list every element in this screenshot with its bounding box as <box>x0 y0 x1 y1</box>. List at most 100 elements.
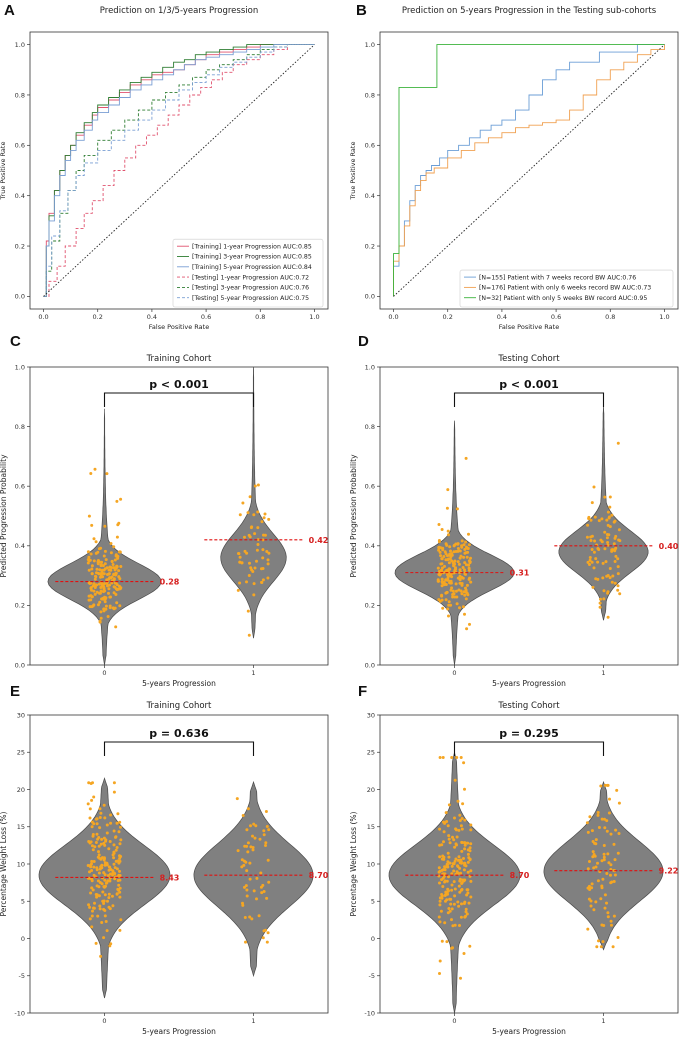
data-point <box>597 939 600 943</box>
y-tick-label: 20 <box>17 786 25 794</box>
data-point <box>99 546 103 550</box>
y-axis-label: Predicted Progression Probability <box>349 454 358 578</box>
data-point <box>254 824 258 828</box>
data-point <box>95 571 98 575</box>
data-point <box>451 835 454 839</box>
panel-A: A Prediction on 1/3/5-years Progression 0.… <box>0 2 329 331</box>
x-tick-label: 0 <box>452 1017 456 1025</box>
data-point <box>116 812 120 816</box>
data-point <box>446 824 450 828</box>
data-point <box>108 879 112 883</box>
data-point <box>438 827 442 831</box>
data-point <box>446 851 450 855</box>
data-point <box>469 842 473 846</box>
data-point <box>248 861 252 865</box>
data-point <box>108 872 112 876</box>
data-point <box>107 587 111 591</box>
data-point <box>111 606 115 610</box>
data-point <box>253 836 257 840</box>
data-point <box>91 888 95 892</box>
y-tick-label: 0.8 <box>15 423 25 431</box>
data-point <box>463 841 467 845</box>
data-point <box>265 896 269 900</box>
x-tick-label: 0.8 <box>605 313 615 321</box>
data-point <box>469 828 473 832</box>
data-point <box>466 870 470 874</box>
data-point <box>252 513 256 517</box>
data-point <box>102 899 106 903</box>
data-point <box>617 538 621 542</box>
data-point <box>603 893 607 897</box>
data-point <box>256 483 260 487</box>
data-point <box>440 857 444 861</box>
x-tick-label: 0.6 <box>551 313 561 321</box>
data-point <box>238 555 242 559</box>
data-point <box>119 825 122 829</box>
axes-frame <box>379 366 679 666</box>
y-tick-label: 0.8 <box>365 91 375 99</box>
data-point <box>458 549 462 553</box>
data-point <box>267 517 271 521</box>
data-point <box>106 615 110 618</box>
data-point <box>246 511 250 515</box>
y-tick-label: 0.6 <box>15 142 25 150</box>
x-axis-label: 5-years Progression <box>492 679 566 688</box>
data-point <box>603 783 607 787</box>
data-point <box>248 561 251 565</box>
data-point <box>90 925 94 929</box>
data-point <box>586 830 590 834</box>
data-point <box>604 560 608 564</box>
data-point <box>467 543 471 547</box>
data-point <box>463 561 467 565</box>
data-point <box>452 550 456 554</box>
data-point <box>260 567 263 571</box>
panel-letter: D <box>358 333 369 350</box>
data-point <box>90 798 94 802</box>
data-point <box>248 915 252 919</box>
data-point <box>96 603 100 607</box>
data-point <box>103 600 107 604</box>
data-point <box>109 551 113 555</box>
data-point <box>91 909 94 913</box>
data-point <box>112 862 116 866</box>
data-point <box>598 601 602 605</box>
data-point <box>456 858 460 862</box>
data-point <box>438 903 442 907</box>
y-tick-label: 0.2 <box>15 602 25 610</box>
data-point <box>464 907 468 911</box>
y-tick-label: 0.0 <box>15 661 25 669</box>
data-point <box>456 542 460 546</box>
data-point <box>263 512 267 516</box>
data-point <box>610 513 614 517</box>
data-point <box>469 895 473 899</box>
p-value-label: p < 0.001 <box>499 378 559 391</box>
data-point <box>251 834 254 838</box>
data-point <box>594 842 598 846</box>
data-point <box>596 861 599 865</box>
data-point <box>443 550 447 554</box>
data-point <box>93 592 97 596</box>
data-point <box>102 587 106 591</box>
data-point <box>450 756 454 759</box>
data-point <box>448 545 452 549</box>
data-point <box>462 761 466 765</box>
data-point <box>86 550 90 554</box>
data-point <box>119 497 123 501</box>
data-point <box>608 505 612 509</box>
data-point <box>442 830 446 834</box>
data-point <box>464 914 467 918</box>
data-point <box>112 856 116 860</box>
data-point <box>441 581 445 585</box>
data-point <box>90 564 94 568</box>
data-point <box>450 864 454 868</box>
data-point <box>249 526 253 530</box>
data-point <box>459 756 463 759</box>
data-point <box>602 855 606 859</box>
data-point <box>454 567 457 571</box>
data-point <box>96 855 100 859</box>
roc-series-line <box>43 44 315 297</box>
panel-letter: B <box>356 2 367 19</box>
data-point <box>97 853 101 857</box>
data-point <box>461 605 465 609</box>
data-point <box>94 540 98 544</box>
